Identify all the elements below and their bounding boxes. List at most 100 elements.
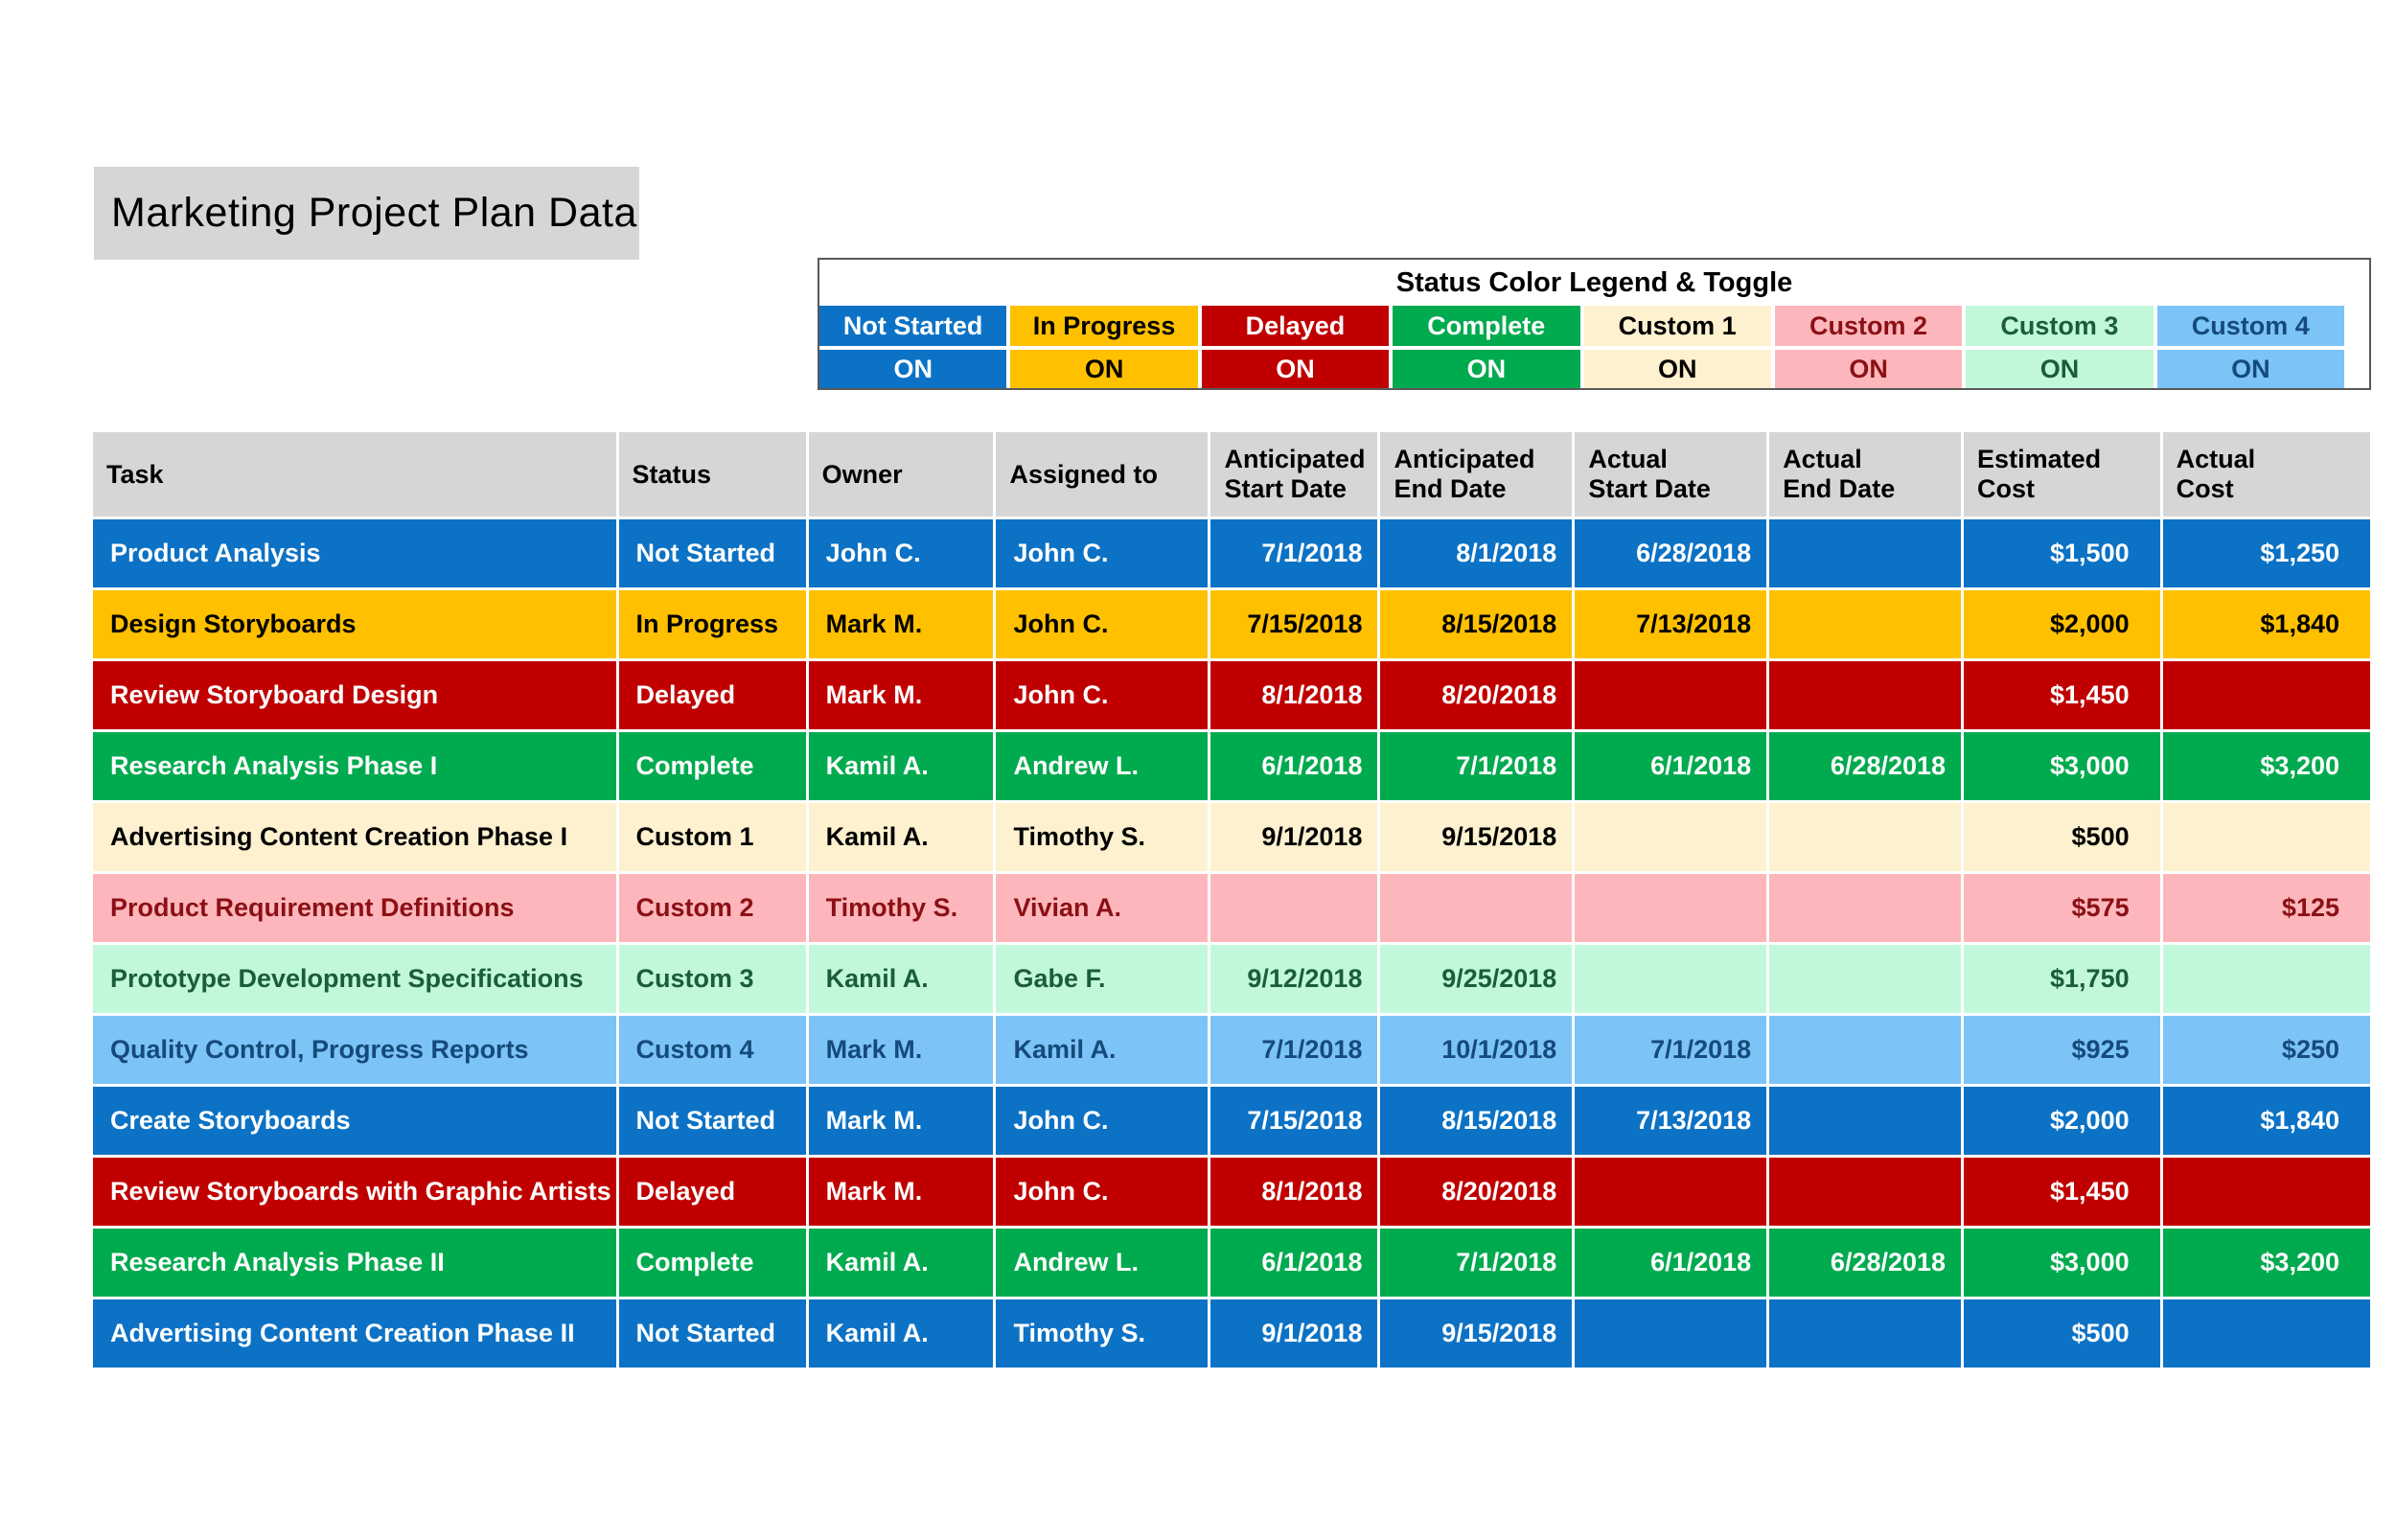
- cell-owner[interactable]: Kamil A.: [808, 1299, 994, 1368]
- cell-anticipated-start-date[interactable]: 6/1/2018: [1210, 1229, 1378, 1297]
- cell-estimated-cost[interactable]: $3,000: [1964, 732, 2160, 800]
- cell-owner[interactable]: Mark M.: [808, 1016, 994, 1084]
- cell-status[interactable]: In Progress: [618, 590, 806, 658]
- cell-actual-start-date[interactable]: [1575, 803, 1767, 871]
- cell-anticipated-end-date[interactable]: 8/15/2018: [1380, 590, 1573, 658]
- cell-actual-start-date[interactable]: 7/1/2018: [1575, 1016, 1767, 1084]
- cell-anticipated-end-date[interactable]: 8/20/2018: [1380, 1158, 1573, 1226]
- legend-toggle-custom3[interactable]: ON: [1966, 350, 2154, 388]
- cell-assigned-to[interactable]: Timothy S.: [996, 803, 1209, 871]
- legend-toggle-not_started[interactable]: ON: [819, 350, 1007, 388]
- cell-actual-cost[interactable]: $1,250: [2162, 519, 2370, 587]
- cell-actual-end-date[interactable]: [1769, 590, 1962, 658]
- cell-status[interactable]: Complete: [618, 1229, 806, 1297]
- cell-status[interactable]: Custom 2: [618, 874, 806, 942]
- cell-actual-start-date[interactable]: [1575, 661, 1767, 729]
- cell-anticipated-start-date[interactable]: 9/12/2018: [1210, 945, 1378, 1013]
- cell-assigned-to[interactable]: Vivian A.: [996, 874, 1209, 942]
- cell-actual-cost[interactable]: [2162, 1158, 2370, 1226]
- cell-estimated-cost[interactable]: $2,000: [1964, 590, 2160, 658]
- cell-assigned-to[interactable]: Kamil A.: [996, 1016, 1209, 1084]
- cell-estimated-cost[interactable]: $1,500: [1964, 519, 2160, 587]
- cell-owner[interactable]: John C.: [808, 519, 994, 587]
- cell-anticipated-start-date[interactable]: 9/1/2018: [1210, 803, 1378, 871]
- cell-anticipated-end-date[interactable]: 9/25/2018: [1380, 945, 1573, 1013]
- cell-anticipated-start-date[interactable]: 9/1/2018: [1210, 1299, 1378, 1368]
- cell-actual-end-date[interactable]: [1769, 945, 1962, 1013]
- cell-actual-start-date[interactable]: 7/13/2018: [1575, 1087, 1767, 1155]
- cell-actual-start-date[interactable]: [1575, 1299, 1767, 1368]
- cell-status[interactable]: Custom 3: [618, 945, 806, 1013]
- cell-estimated-cost[interactable]: $500: [1964, 803, 2160, 871]
- cell-assigned-to[interactable]: John C.: [996, 1158, 1209, 1226]
- cell-actual-start-date[interactable]: 6/1/2018: [1575, 1229, 1767, 1297]
- cell-anticipated-end-date[interactable]: 8/15/2018: [1380, 1087, 1573, 1155]
- cell-actual-end-date[interactable]: 6/28/2018: [1769, 1229, 1962, 1297]
- cell-actual-cost[interactable]: $1,840: [2162, 590, 2370, 658]
- cell-actual-start-date[interactable]: 7/13/2018: [1575, 590, 1767, 658]
- cell-anticipated-start-date[interactable]: 7/1/2018: [1210, 519, 1378, 587]
- cell-anticipated-start-date[interactable]: [1210, 874, 1378, 942]
- cell-actual-end-date[interactable]: 6/28/2018: [1769, 732, 1962, 800]
- cell-assigned-to[interactable]: Gabe F.: [996, 945, 1209, 1013]
- cell-assigned-to[interactable]: John C.: [996, 590, 1209, 658]
- cell-task[interactable]: Product Analysis: [93, 519, 616, 587]
- cell-estimated-cost[interactable]: $2,000: [1964, 1087, 2160, 1155]
- cell-anticipated-start-date[interactable]: 7/15/2018: [1210, 1087, 1378, 1155]
- legend-toggle-custom1[interactable]: ON: [1583, 350, 1771, 388]
- cell-actual-cost[interactable]: $1,840: [2162, 1087, 2370, 1155]
- cell-owner[interactable]: Kamil A.: [808, 945, 994, 1013]
- cell-owner[interactable]: Kamil A.: [808, 1229, 994, 1297]
- cell-assigned-to[interactable]: Timothy S.: [996, 1299, 1209, 1368]
- cell-actual-start-date[interactable]: 6/1/2018: [1575, 732, 1767, 800]
- cell-task[interactable]: Advertising Content Creation Phase II: [93, 1299, 616, 1368]
- cell-actual-cost[interactable]: [2162, 661, 2370, 729]
- cell-anticipated-start-date[interactable]: 6/1/2018: [1210, 732, 1378, 800]
- cell-status[interactable]: Custom 4: [618, 1016, 806, 1084]
- cell-anticipated-start-date[interactable]: 8/1/2018: [1210, 1158, 1378, 1226]
- cell-status[interactable]: Complete: [618, 732, 806, 800]
- cell-task[interactable]: Product Requirement Definitions: [93, 874, 616, 942]
- cell-task[interactable]: Review Storyboard Design: [93, 661, 616, 729]
- cell-actual-cost[interactable]: $3,200: [2162, 1229, 2370, 1297]
- cell-task[interactable]: Review Storyboards with Graphic Artists: [93, 1158, 616, 1226]
- cell-status[interactable]: Not Started: [618, 1087, 806, 1155]
- cell-anticipated-end-date[interactable]: 7/1/2018: [1380, 1229, 1573, 1297]
- cell-actual-cost[interactable]: [2162, 1299, 2370, 1368]
- cell-estimated-cost[interactable]: $925: [1964, 1016, 2160, 1084]
- cell-owner[interactable]: Mark M.: [808, 661, 994, 729]
- cell-status[interactable]: Not Started: [618, 1299, 806, 1368]
- legend-toggle-custom4[interactable]: ON: [2156, 350, 2344, 388]
- cell-owner[interactable]: Mark M.: [808, 1087, 994, 1155]
- cell-anticipated-end-date[interactable]: 8/20/2018: [1380, 661, 1573, 729]
- cell-actual-start-date[interactable]: 6/28/2018: [1575, 519, 1767, 587]
- cell-anticipated-end-date[interactable]: 10/1/2018: [1380, 1016, 1573, 1084]
- cell-task[interactable]: Create Storyboards: [93, 1087, 616, 1155]
- cell-actual-cost[interactable]: $250: [2162, 1016, 2370, 1084]
- cell-actual-start-date[interactable]: [1575, 874, 1767, 942]
- cell-task[interactable]: Research Analysis Phase I: [93, 732, 616, 800]
- cell-actual-end-date[interactable]: [1769, 1087, 1962, 1155]
- cell-anticipated-end-date[interactable]: 7/1/2018: [1380, 732, 1573, 800]
- cell-anticipated-end-date[interactable]: 9/15/2018: [1380, 803, 1573, 871]
- cell-task[interactable]: Research Analysis Phase II: [93, 1229, 616, 1297]
- cell-assigned-to[interactable]: John C.: [996, 519, 1209, 587]
- cell-actual-end-date[interactable]: [1769, 661, 1962, 729]
- cell-task[interactable]: Prototype Development Specifications: [93, 945, 616, 1013]
- cell-assigned-to[interactable]: Andrew L.: [996, 1229, 1209, 1297]
- cell-anticipated-start-date[interactable]: 8/1/2018: [1210, 661, 1378, 729]
- legend-toggle-custom2[interactable]: ON: [1774, 350, 1963, 388]
- cell-owner[interactable]: Mark M.: [808, 1158, 994, 1226]
- cell-anticipated-end-date[interactable]: 9/15/2018: [1380, 1299, 1573, 1368]
- cell-anticipated-start-date[interactable]: 7/1/2018: [1210, 1016, 1378, 1084]
- cell-owner[interactable]: Kamil A.: [808, 732, 994, 800]
- legend-toggle-complete[interactable]: ON: [1393, 350, 1580, 388]
- cell-actual-end-date[interactable]: [1769, 803, 1962, 871]
- cell-actual-cost[interactable]: [2162, 945, 2370, 1013]
- cell-owner[interactable]: Kamil A.: [808, 803, 994, 871]
- cell-estimated-cost[interactable]: $1,750: [1964, 945, 2160, 1013]
- cell-actual-end-date[interactable]: [1769, 1299, 1962, 1368]
- cell-actual-end-date[interactable]: [1769, 1158, 1962, 1226]
- cell-status[interactable]: Custom 1: [618, 803, 806, 871]
- cell-assigned-to[interactable]: Andrew L.: [996, 732, 1209, 800]
